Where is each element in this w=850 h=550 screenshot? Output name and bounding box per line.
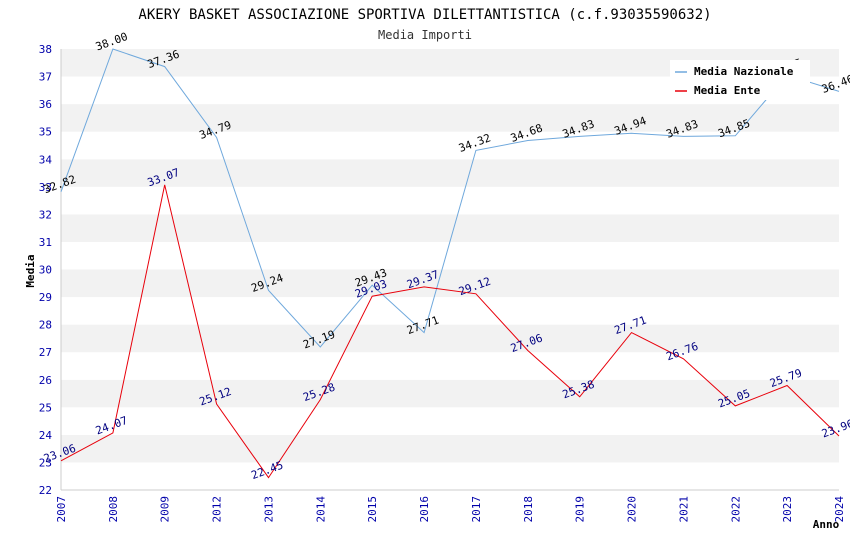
y-axis-ticks: 22 23 24 25 26 27 28 29 30 31 32 33 34 35 36 37 38 <box>39 43 53 497</box>
grid-band <box>61 407 839 435</box>
x-tick-label: 2009 <box>159 496 172 523</box>
x-tick-label: 2020 <box>626 496 639 523</box>
x-tick-label: 2018 <box>522 496 535 523</box>
y-tick-label: 37 <box>39 71 52 84</box>
y-tick-label: 38 <box>39 43 52 56</box>
y-tick-label: 36 <box>39 98 52 111</box>
grid-band <box>61 241 839 270</box>
grid-band <box>61 352 839 380</box>
legend-label-media-nazionale: Media Nazionale <box>694 65 794 78</box>
grid-band <box>61 104 839 132</box>
y-tick-label: 34 <box>39 153 53 166</box>
legend-label-media-ente: Media Ente <box>694 84 761 97</box>
y-tick-label: 30 <box>39 264 52 277</box>
y-axis-label: Media <box>24 254 37 287</box>
y-tick-label: 29 <box>39 291 52 304</box>
series-group <box>60 48 840 479</box>
grid-band <box>61 324 839 353</box>
chart-subtitle: Media Importi <box>378 28 472 42</box>
y-tick-label: 23 <box>39 456 52 469</box>
x-axis-ticks: 2007 2008 2009 2012 2013 2014 2015 2016 2017 2018… <box>55 496 846 523</box>
x-tick-label: 2014 <box>314 496 327 523</box>
grid-band <box>61 379 839 408</box>
legend-box <box>670 60 810 100</box>
y-tick-label: 31 <box>39 236 52 249</box>
x-tick-label: 2013 <box>262 496 275 523</box>
grid-band <box>61 186 839 215</box>
legend: Media Nazionale Media Ente <box>670 60 810 100</box>
grid-bands <box>61 49 839 490</box>
plot-area <box>60 49 839 491</box>
y-tick-label: 32 <box>39 208 52 221</box>
x-tick-label: 2022 <box>729 496 742 523</box>
x-tick-label: 2008 <box>107 496 120 523</box>
x-tick-label: 2017 <box>470 496 483 523</box>
grid-band <box>61 159 839 187</box>
x-tick-label: 2021 <box>677 496 690 523</box>
x-tick-label: 2023 <box>781 496 794 523</box>
chart-title: AKERY BASKET ASSOCIAZIONE SPORTIVA DILET… <box>138 7 711 23</box>
x-axis-label: Anno <box>813 518 840 531</box>
y-tick-label: 22 <box>39 484 52 497</box>
x-tick-label: 2024 <box>833 496 846 523</box>
y-tick-label: 27 <box>39 346 52 359</box>
x-tick-label: 2015 <box>366 496 379 523</box>
grid-band <box>61 297 839 325</box>
series-line-media-ente <box>60 184 840 479</box>
y-tick-label: 24 <box>39 429 53 442</box>
y-tick-label: 28 <box>39 319 52 332</box>
y-tick-label: 33 <box>39 181 52 194</box>
x-tick-label: 2019 <box>574 496 587 523</box>
grid-band <box>61 269 839 298</box>
y-tick-label: 35 <box>39 126 52 139</box>
x-tick-label: 2016 <box>418 496 431 523</box>
x-tick-label: 2007 <box>55 496 68 523</box>
y-tick-label: 25 <box>39 401 52 414</box>
series-line-media-nazionale <box>60 48 840 348</box>
grid-band <box>61 434 839 463</box>
x-tick-label: 2012 <box>211 496 224 523</box>
y-tick-label: 26 <box>39 374 52 387</box>
grid-band <box>61 214 839 242</box>
grid-band <box>61 462 839 490</box>
